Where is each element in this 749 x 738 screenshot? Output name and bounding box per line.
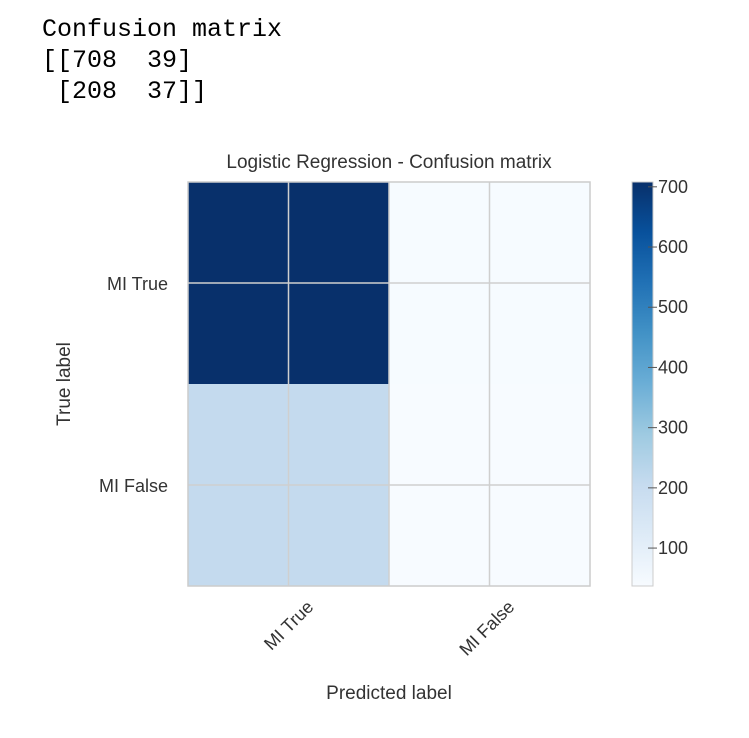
colorbar-tick-label: 600: [658, 237, 688, 257]
y-tick-labels: MI True MI False: [99, 274, 168, 496]
colorbar-tick-label: 400: [658, 357, 688, 377]
x-axis-label: Predicted label: [326, 683, 452, 704]
colorbar-ticks: 100 200 300 400 500 600 700: [648, 177, 688, 558]
x-tick-label: MI True: [260, 597, 317, 654]
y-axis-label: True label: [54, 342, 75, 426]
colorbar-tick-label: 100: [658, 538, 688, 558]
plot-frame: [187, 181, 591, 587]
console-output: Confusion matrix [[708 39] [208 37]]: [42, 14, 282, 107]
colorbar-tick-label: 200: [658, 478, 688, 498]
x-tick-label: MI False: [455, 597, 518, 660]
colorbar-tick-label: 300: [658, 418, 688, 438]
chart-title: Logistic Regression - Confusion matrix: [226, 152, 552, 173]
y-tick-label: MI False: [99, 476, 168, 496]
colorbar: [631, 181, 654, 587]
console-line: Confusion matrix: [42, 15, 283, 44]
heatmap-gridlines: [188, 182, 590, 586]
y-tick-label: MI True: [107, 274, 168, 294]
console-line: [208 37]]: [42, 77, 208, 106]
console-line: [[708 39]: [42, 46, 193, 75]
colorbar-tick-label: 500: [658, 297, 688, 317]
colorbar-tick-label: 700: [658, 177, 688, 197]
x-tick-labels: MI True MI False: [260, 597, 518, 660]
